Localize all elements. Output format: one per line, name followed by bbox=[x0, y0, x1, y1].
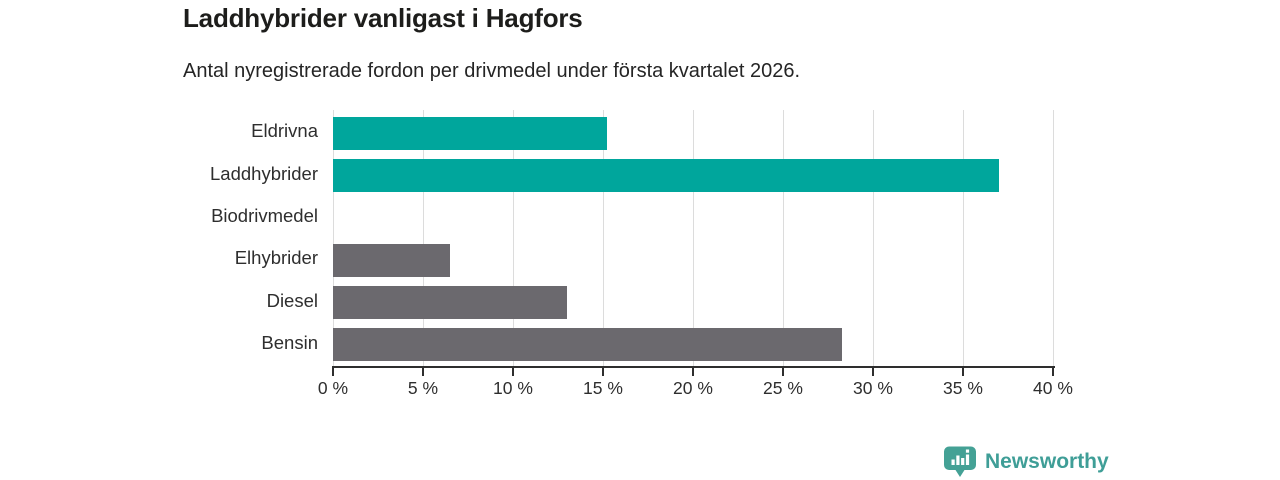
bar bbox=[333, 159, 999, 192]
gridline bbox=[332, 110, 334, 366]
gridline bbox=[782, 110, 784, 366]
category-label: Biodrivmedel bbox=[211, 204, 318, 226]
x-axis-tick bbox=[692, 366, 694, 376]
x-axis-tick bbox=[1052, 366, 1054, 376]
x-axis-tick bbox=[872, 366, 874, 376]
x-tick-label: 5 % bbox=[407, 378, 439, 398]
plot-gridlines bbox=[332, 110, 1054, 366]
gridline bbox=[602, 110, 604, 366]
x-axis-tick bbox=[332, 366, 334, 376]
gridline bbox=[1052, 110, 1054, 366]
newsworthy-logo[interactable]: Newsworthy bbox=[943, 446, 1109, 478]
gridline bbox=[962, 110, 964, 366]
category-label: Bensin bbox=[261, 331, 318, 353]
gridline bbox=[422, 110, 424, 366]
gridline bbox=[692, 110, 694, 366]
x-axis-tick bbox=[782, 366, 784, 376]
newsworthy-logo-text: Newsworthy bbox=[985, 450, 1109, 473]
x-tick-label: 0 % bbox=[317, 378, 349, 398]
x-axis-tick bbox=[512, 366, 514, 376]
gridline bbox=[872, 110, 874, 366]
x-axis-tick bbox=[602, 366, 604, 376]
newsworthy-badge-bar-chart-icon bbox=[943, 446, 977, 478]
x-tick-label: 35 % bbox=[943, 378, 983, 398]
chart-title: Laddhybrider vanligast i Hagfors bbox=[183, 3, 583, 33]
chart-subtitle: Antal nyregistrerade fordon per drivmede… bbox=[183, 60, 801, 82]
x-tick-label: 40 % bbox=[1033, 378, 1073, 398]
bar-rows: Eldrivna Laddhybrider Biodrivmedel Elhybrid… bbox=[183, 110, 1053, 364]
category-label: Diesel bbox=[266, 289, 318, 311]
bar bbox=[333, 328, 843, 362]
x-tick-label: 20 % bbox=[673, 378, 713, 398]
gridline bbox=[512, 110, 514, 366]
x-tick-label: 25 % bbox=[763, 378, 803, 398]
bar bbox=[333, 116, 607, 150]
x-tick-label: 15 % bbox=[583, 378, 623, 398]
category-label: Eldrivna bbox=[251, 120, 318, 142]
category-label: Laddhybrider bbox=[210, 162, 318, 184]
x-axis-tick bbox=[962, 366, 964, 376]
category-label: Elhybrider bbox=[234, 247, 318, 269]
x-axis-tick bbox=[422, 366, 424, 376]
x-tick-label: 30 % bbox=[853, 378, 893, 398]
x-tick-label: 10 % bbox=[493, 378, 533, 398]
bar-chart: Eldrivna Laddhybrider Biodrivmedel Elhybrid… bbox=[183, 110, 1073, 366]
bar bbox=[333, 243, 450, 277]
bar bbox=[333, 286, 567, 319]
